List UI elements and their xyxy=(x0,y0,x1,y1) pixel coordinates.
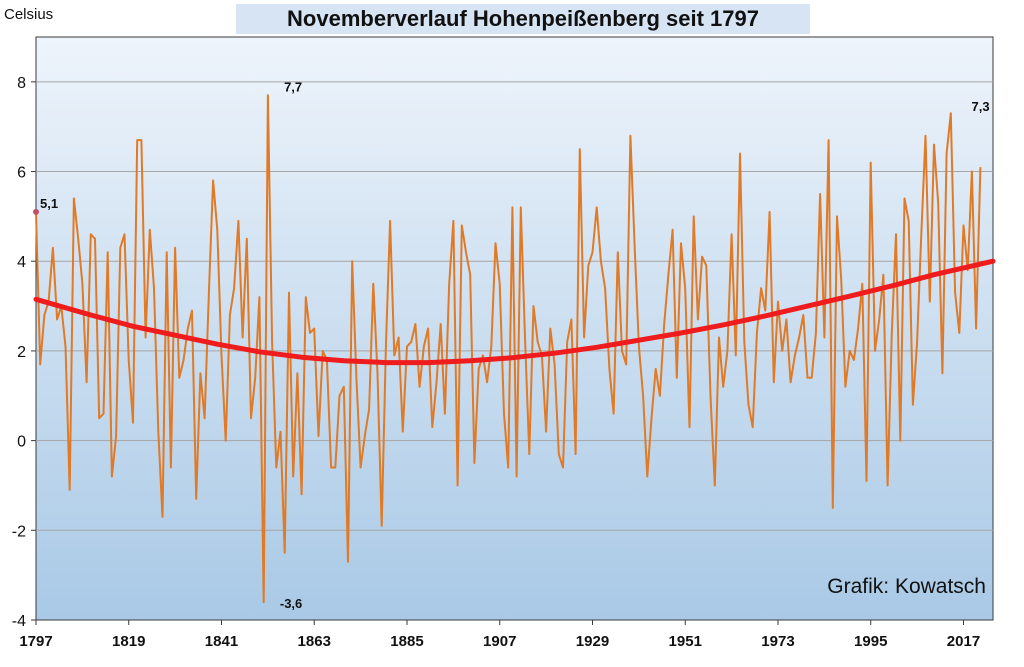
data-label: 7,7 xyxy=(284,79,302,94)
y-tick-label: 0 xyxy=(17,434,26,451)
x-tick-label: 1841 xyxy=(205,633,238,650)
y-tick-label: 6 xyxy=(17,165,26,182)
y-axis: -4 -2 0 2 4 6 8 xyxy=(12,75,36,630)
series-layer xyxy=(33,94,996,604)
x-tick-label: 1907 xyxy=(483,633,516,650)
annotations: 5,1 7,7 -3,6 7,3 xyxy=(40,79,990,611)
y-axis-unit-label: Celsius xyxy=(4,6,54,23)
data-label: -3,6 xyxy=(280,596,302,611)
x-tick-label: 1973 xyxy=(761,633,794,650)
chart-title-box xyxy=(236,4,810,34)
x-tick-label: 1885 xyxy=(390,633,423,650)
x-tick-label: 1951 xyxy=(669,633,702,650)
data-label: 7,3 xyxy=(971,99,989,114)
data-label: 5,1 xyxy=(40,196,58,211)
x-tick-label: 1863 xyxy=(298,633,331,650)
start-point-marker xyxy=(33,208,39,215)
series-line-november-temperature xyxy=(35,94,982,604)
y-tick-label: 4 xyxy=(17,254,26,271)
y-tick-label: 2 xyxy=(17,344,26,361)
x-tick-label: 1797 xyxy=(19,633,52,650)
series-line-trend xyxy=(33,258,996,366)
x-tick-label: 2017 xyxy=(947,633,980,650)
y-tick-label: 8 xyxy=(17,75,26,92)
x-tick-label: 1995 xyxy=(854,633,887,650)
chart-title: Novemberverlauf Hohenpeißenberg seit 179… xyxy=(287,6,759,31)
y-tick-label: -4 xyxy=(12,613,26,630)
x-tick-label: 1819 xyxy=(112,633,145,650)
chart-credit: Grafik: Kowatsch xyxy=(827,575,986,598)
x-axis: 1797 1819 1841 1863 1885 1907 1929 1951 1973 1995… xyxy=(19,620,980,650)
x-tick-label: 1929 xyxy=(576,633,609,650)
y-tick-label: -2 xyxy=(12,523,26,540)
